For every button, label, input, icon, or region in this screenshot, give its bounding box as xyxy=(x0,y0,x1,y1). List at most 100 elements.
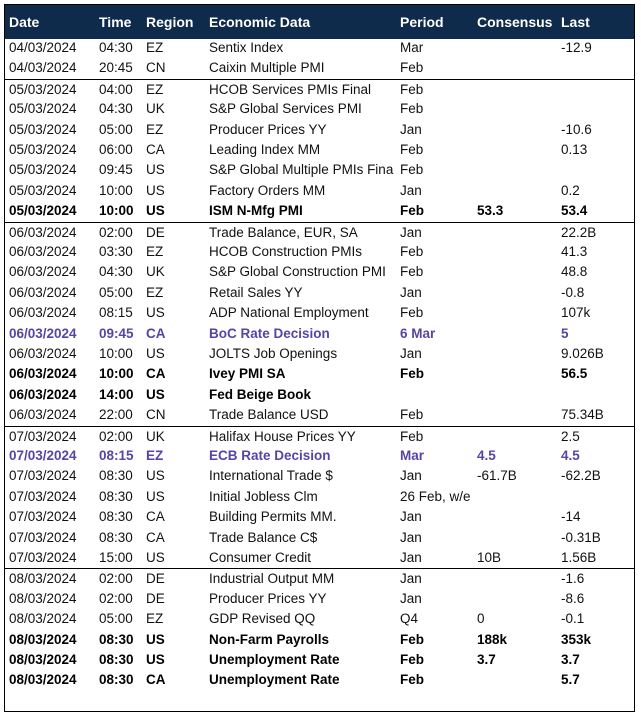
time-cell: 05:00 xyxy=(99,284,133,300)
last-cell: 5.7 xyxy=(561,672,580,688)
economic-data-cell: Unemployment Rate xyxy=(209,672,340,688)
time-cell: 10:00 xyxy=(99,203,134,219)
period-cell: Jan xyxy=(400,224,422,240)
period-cell: Jan xyxy=(400,284,422,300)
time-cell: 08:30 xyxy=(99,631,134,647)
economic-data-cell: S&P Global Services PMI xyxy=(209,101,362,117)
date-cell: 05/03/2024 xyxy=(9,81,77,97)
period-cell: Jan xyxy=(400,509,422,525)
last-cell: 53.4 xyxy=(561,203,588,219)
last-cell: 75.34B xyxy=(561,407,604,423)
economic-data-cell: Unemployment Rate xyxy=(209,652,340,667)
region-cell: CA xyxy=(146,142,165,157)
table-row: 07/03/2024 08:15 EZ ECB Rate Decision Mar 4.5… xyxy=(5,446,634,466)
date-cell: 08/03/2024 xyxy=(9,652,77,667)
last-cell: 41.3 xyxy=(561,244,588,259)
consensus-cell: 53.3 xyxy=(477,203,504,219)
date-cell: 08/03/2024 xyxy=(9,611,77,627)
last-cell: -62.2B xyxy=(561,468,601,484)
date-cell: 06/03/2024 xyxy=(9,284,77,300)
table-row: 05/03/2024 06:00 CA Leading Index MM Feb 0.13 xyxy=(5,140,634,160)
region-cell: EZ xyxy=(146,121,164,137)
economic-data-cell: Sentix Index xyxy=(209,40,284,55)
time-cell: 05:00 xyxy=(99,611,133,627)
period-cell: Jan xyxy=(400,468,422,484)
time-cell: 08:30 xyxy=(99,672,134,688)
time-cell: 02:00 xyxy=(99,571,133,587)
economic-data-cell: Industrial Output MM xyxy=(209,571,335,587)
date-cell: 06/03/2024 xyxy=(9,264,77,280)
time-cell: 08:30 xyxy=(99,488,133,504)
time-cell: 09:45 xyxy=(99,162,133,178)
last-cell: 4.5 xyxy=(561,448,580,463)
economic-data-cell: Retail Sales YY xyxy=(209,284,303,300)
last-cell: -0.1 xyxy=(561,611,585,627)
last-cell: 0.13 xyxy=(561,142,588,157)
economic-data-cell: S&P Global Construction PMI xyxy=(209,264,386,280)
period-cell: Feb xyxy=(400,264,424,280)
header-cell: Date xyxy=(9,14,40,30)
date-cell: 08/03/2024 xyxy=(9,631,77,647)
date-cell: 07/03/2024 xyxy=(9,550,77,565)
date-cell: 04/03/2024 xyxy=(9,60,77,76)
time-cell: 10:00 xyxy=(99,346,133,361)
period-cell: Feb xyxy=(400,60,424,76)
table-row: 08/03/2024 08:30 US Non-Farm Payrolls Feb 188… xyxy=(5,630,634,650)
economic-data-cell: S&P Global Multiple PMIs Fina xyxy=(209,162,394,178)
period-cell: 6 Mar xyxy=(400,325,436,341)
table-row: 08/03/2024 05:00 EZ GDP Revised QQ Q4 0 -0.1 xyxy=(5,609,634,629)
date-cell: 06/03/2024 xyxy=(9,386,77,402)
date-cell: 08/03/2024 xyxy=(9,571,77,587)
economic-data-cell: Leading Index MM xyxy=(209,142,321,157)
header-cell: Economic Data xyxy=(209,14,311,30)
date-cell: 05/03/2024 xyxy=(9,182,77,198)
date-cell: 08/03/2024 xyxy=(9,672,77,688)
time-cell: 14:00 xyxy=(99,386,134,402)
time-cell: 08:30 xyxy=(99,529,133,545)
table-row: 06/03/2024 09:45 CA BoC Rate Decision 6 Mar 5 xyxy=(5,324,634,344)
table-row: 07/03/2024 08:30 US International Trade $ Ja… xyxy=(5,466,634,486)
consensus-cell: 0 xyxy=(477,611,485,627)
period-cell: Feb xyxy=(400,428,424,444)
economic-data-cell: Non-Farm Payrolls xyxy=(209,631,330,647)
header-cell: Region xyxy=(146,14,194,30)
economic-data-cell: BoC Rate Decision xyxy=(209,325,330,341)
date-cell: 05/03/2024 xyxy=(9,203,77,219)
last-cell: -0.31B xyxy=(561,529,601,545)
time-cell: 03:30 xyxy=(99,244,133,259)
region-cell: UK xyxy=(146,428,165,444)
region-cell: US xyxy=(146,162,165,178)
date-cell: 06/03/2024 xyxy=(9,224,77,240)
economic-data-cell: Ivey PMI SA xyxy=(209,366,286,382)
economic-data-cell: Caixin Multiple PMI xyxy=(209,60,325,76)
economic-data-cell: Trade Balance, EUR, SA xyxy=(209,224,358,240)
table-row: 06/03/2024 10:00 US JOLTS Job Openings Jan 9.… xyxy=(5,344,634,364)
last-cell: 5 xyxy=(561,325,569,341)
time-cell: 04:00 xyxy=(99,81,133,97)
period-cell: Jan xyxy=(400,590,422,606)
time-cell: 06:00 xyxy=(99,142,133,157)
region-cell: CN xyxy=(146,407,166,423)
time-cell: 08:15 xyxy=(99,448,134,463)
date-cell: 07/03/2024 xyxy=(9,448,77,463)
consensus-cell: 3.7 xyxy=(477,652,496,667)
consensus-cell: 10B xyxy=(477,550,502,565)
region-cell: EZ xyxy=(146,244,164,259)
date-cell: 06/03/2024 xyxy=(9,325,77,341)
region-cell: CA xyxy=(146,509,165,525)
table-row: 04/03/2024 20:45 CN Caixin Multiple PMI Feb xyxy=(5,58,634,78)
table-row: 07/03/2024 08:30 CA Building Permits MM. Jan… xyxy=(5,507,634,527)
period-cell: Jan xyxy=(400,346,422,361)
date-cell: 06/03/2024 xyxy=(9,346,77,361)
header-cell: Time xyxy=(99,14,132,30)
table-row: 05/03/2024 04:00 EZ HCOB Services PMIs Fina… xyxy=(5,78,634,99)
period-cell: Jan xyxy=(400,550,422,565)
region-cell: EZ xyxy=(146,448,164,463)
table-row: 05/03/2024 10:00 US Factory Orders MM Jan 0.2 xyxy=(5,181,634,201)
time-cell: 09:45 xyxy=(99,325,134,341)
region-cell: CN xyxy=(146,60,166,76)
economic-data-cell: ISM N-Mfg PMI xyxy=(209,203,303,219)
time-cell: 04:30 xyxy=(99,264,133,280)
date-cell: 06/03/2024 xyxy=(9,407,77,423)
